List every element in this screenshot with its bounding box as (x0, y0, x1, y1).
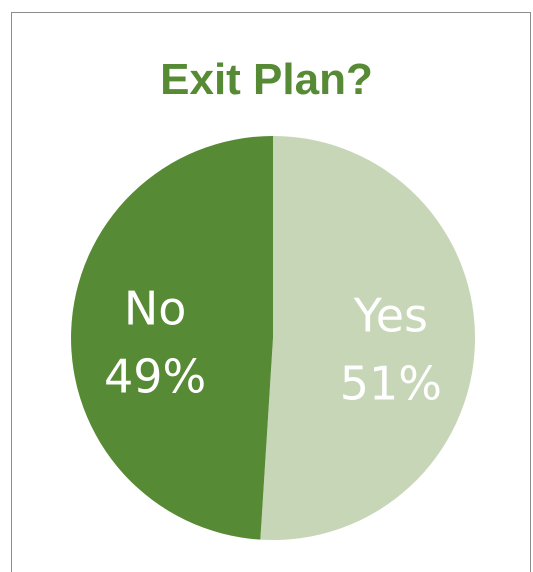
chart-frame (11, 12, 531, 572)
pie-value-no: 49% (104, 349, 206, 403)
pie-slices (71, 135, 476, 540)
chart-title: Exit Plan? (160, 55, 373, 104)
pie-value-yes: 51% (340, 357, 442, 411)
pie-slice-no (71, 136, 273, 540)
pie-labels: Yes 51% No 49% (104, 281, 442, 410)
pie-label-yes: Yes (353, 289, 428, 343)
pie-slice-yes (260, 135, 476, 540)
pie-label-no: No (124, 281, 187, 335)
